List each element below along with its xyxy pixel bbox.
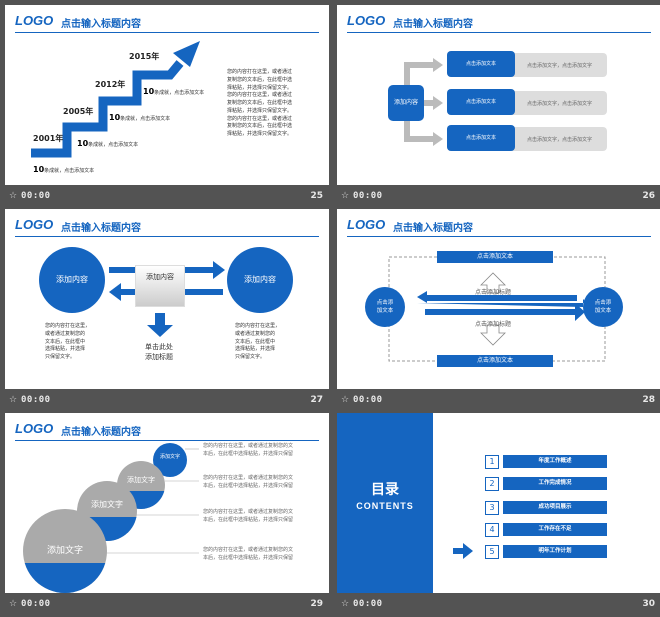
logo: LOGO (347, 13, 386, 28)
slide-timing: 00:00 (21, 599, 51, 609)
row-desc: 点击添加文字，点击添加文字 (527, 137, 593, 143)
middle-box: 添加内容 (135, 265, 185, 307)
star-icon: ☆ (341, 395, 350, 405)
slide-canvas: LOGO 点击输入标题内容 点击添加文本 点击添加文本 点击添加标题 点击添加标… (337, 209, 660, 389)
step-text: 您的内容打在这里，或者通过复制您的文 本后，在此框中选择粘贴，并选择只保留 (203, 547, 294, 561)
bottom-label: 点击添加标题 (475, 321, 512, 328)
toc-item[interactable]: 工作存在不足 (503, 523, 607, 536)
step-caption: 10条成就，点击添加文本 (143, 87, 205, 96)
step-year: 2012年 (95, 80, 126, 89)
staircase-arrow (31, 41, 200, 158)
logo: LOGO (15, 217, 54, 232)
logo: LOGO (15, 13, 54, 28)
star-icon: ☆ (9, 599, 18, 609)
step-caption: 10条成就，点击添加文本 (77, 139, 139, 148)
step-text: 您的内容打在这里，或者通过复制您的文 本后，在此框中选择粘贴，并选择只保留 (203, 509, 294, 523)
slide-title: 点击输入标题内容 (393, 19, 473, 30)
toc-number: 2 (485, 477, 499, 491)
slide-title: 点击输入标题内容 (393, 223, 473, 234)
slide-number: 29 (310, 599, 323, 609)
slide-footer: ☆ 00:00 27 (5, 389, 329, 413)
toc-number: 5 (485, 545, 499, 559)
star-icon: ☆ (9, 191, 18, 201)
side-panel (337, 413, 433, 593)
left-circle: 点击添 加文本 (365, 287, 405, 327)
step-caption: 10条成就，点击添加文本 (109, 113, 171, 122)
step-year: 2005年 (63, 107, 94, 116)
toc-number: 1 (485, 455, 499, 469)
circle-step: 添加文字 (23, 509, 107, 593)
toc-title: 目录 (371, 482, 399, 498)
slide-footer: ☆ 00:00 25 (5, 185, 329, 209)
step-text: 您的内容打在这里，或者通过复制您的文 本后，在此框中选择粘贴，并选择只保留 (203, 475, 294, 489)
slide-canvas: LOGO 点击输入标题内容 2001年 10条成就，点击添加文本 2005年 1… (5, 5, 329, 185)
star-icon: ☆ (341, 191, 350, 201)
toc-item[interactable]: 明年工作计划 (503, 545, 607, 558)
slide-number: 27 (310, 395, 323, 405)
slide-title: 点击输入标题内容 (61, 223, 141, 234)
slide-footer: ☆ 00:00 26 (337, 185, 660, 209)
top-label: 点击添加标题 (475, 289, 512, 296)
below-label: 单击此处 添加标题 (145, 343, 173, 361)
right-circle: 点击添 加文本 (583, 287, 623, 327)
logo: LOGO (15, 421, 54, 436)
toc-subtitle: CONTENTS (356, 501, 414, 511)
top-bar: 点击添加文本 (437, 251, 553, 263)
title-divider (15, 32, 319, 33)
right-circle: 添加内容 (227, 247, 293, 313)
slide-footer: ☆ 00:00 30 (337, 593, 660, 617)
row-box: 点击添加文本 (447, 125, 515, 151)
slide-timing: 00:00 (353, 599, 383, 609)
toc-item[interactable]: 成功项目展示 (503, 501, 607, 514)
row-box: 点击添加文本 (447, 89, 515, 115)
step-year: 2015年 (129, 52, 160, 61)
slide-canvas: LOGO 点击输入标题内容 添加内容 添加内容 添加内容 单击此处 添加标题 您的… (5, 209, 329, 389)
slide-canvas: 目录 CONTENTS 1 年度工作概述 2 工作完成情况 3 成功项目展示 4… (337, 413, 660, 593)
slide-title: 点击输入标题内容 (61, 19, 141, 30)
slide-footer: ☆ 00:00 29 (5, 593, 329, 617)
row-desc: 点击添加文字，点击添加文字 (527, 63, 593, 69)
slide-number: 28 (642, 395, 655, 405)
slide-number: 30 (642, 599, 655, 609)
center-box: 添加内容 (388, 85, 424, 121)
step-year: 2001年 (33, 134, 64, 143)
row-box: 点击添加文本 (447, 51, 515, 77)
slide-number: 25 (310, 191, 323, 201)
title-divider (15, 236, 319, 237)
slide-number: 26 (642, 191, 655, 201)
left-circle: 添加内容 (39, 247, 105, 313)
toc-item[interactable]: 年度工作概述 (503, 455, 607, 468)
toc-number: 4 (485, 523, 499, 537)
title-divider (347, 236, 651, 237)
step-caption: 10条成就，点击添加文本 (33, 165, 95, 174)
bottom-bar: 点击添加文本 (437, 355, 553, 367)
slide-timing: 00:00 (353, 191, 383, 201)
toc-number: 3 (485, 501, 499, 515)
row-desc: 点击添加文字，点击添加文字 (527, 101, 593, 107)
slide-timing: 00:00 (353, 395, 383, 405)
slide-footer: ☆ 00:00 28 (337, 389, 660, 413)
left-text: 您的内容打在这里， 或者通过复制您的 文本后，在此框中 选择粘贴，并选择 只保留文字。 (45, 323, 91, 360)
slide-title: 点击输入标题内容 (61, 427, 141, 438)
star-icon: ☆ (341, 599, 350, 609)
star-icon: ☆ (9, 395, 18, 405)
slide-canvas: LOGO 点击输入标题内容 添加内容 点击添加文本 点击添加文字，点击添加文字 … (337, 5, 660, 185)
circle-step: 添加文字 (77, 481, 137, 541)
slide-timing: 00:00 (21, 191, 51, 201)
arrow-icon (453, 543, 473, 559)
title-divider (347, 32, 651, 33)
logo: LOGO (347, 217, 386, 232)
slide-canvas: LOGO 点击输入标题内容 添加文字 添加文字 添加文字 添加文字 您的内容打在… (5, 413, 329, 593)
body-paragraph: 您的内容打在这里，或者通过 复制您的文本后，在此框中选 择粘贴，并选择只保留文字。 … (227, 69, 293, 137)
toc-item[interactable]: 工作完成情况 (503, 477, 607, 490)
step-text: 您的内容打在这里，或者通过复制您的文 本后，在此框中选择粘贴，并选择只保留 (203, 443, 294, 457)
title-divider (15, 440, 319, 441)
slide-timing: 00:00 (21, 395, 51, 405)
right-text: 您的内容打在这里， 或者通过复制您的 文本后，在此框中 选择粘贴，并选择 只保留文字。 (235, 323, 281, 360)
